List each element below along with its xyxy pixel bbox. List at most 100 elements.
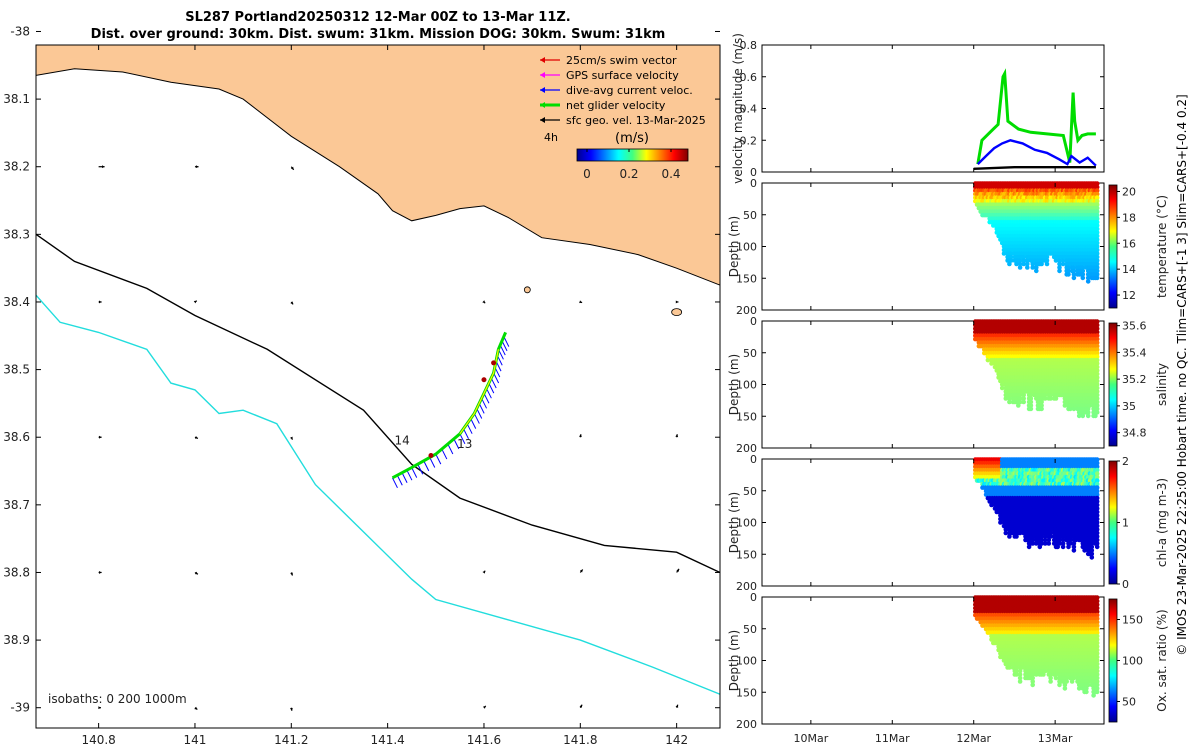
colorbar-tick-label: 16 [1122, 237, 1136, 250]
glider-track [391, 331, 510, 489]
profile-dot [1094, 233, 1100, 239]
profile-dot [1080, 268, 1086, 274]
profile-dot [1044, 254, 1050, 260]
legend-arrowhead [540, 87, 545, 93]
profile-dot [1094, 247, 1100, 253]
geo-vector-head [289, 707, 293, 711]
profile-dot [1089, 555, 1095, 560]
profile-dot [1080, 272, 1086, 277]
map-ytick-label: -38 [10, 24, 30, 38]
speed-colorbar-ticks: 0 0.2 0.4 [583, 149, 681, 181]
profile-dot [1071, 265, 1077, 270]
profile-dot [1080, 275, 1086, 281]
profile-dot [1021, 392, 1026, 398]
geo-vector-head [194, 571, 198, 575]
profile-dot [1094, 230, 1100, 235]
geo-vector-head [579, 300, 583, 304]
profile-dot [1007, 396, 1012, 401]
day-label: 13 [457, 437, 472, 451]
depth-axis-label: Depth (m) [727, 216, 741, 277]
profile-dot [1085, 413, 1091, 419]
geo-vector-head [579, 704, 583, 708]
surfacing-point [428, 452, 434, 458]
profile-dot [1060, 258, 1066, 263]
profile-dot [999, 385, 1005, 391]
geo-vector-head [101, 165, 105, 169]
profile-dot [1094, 265, 1100, 270]
legend-entry: dive-avg current veloc. [566, 84, 693, 97]
surfacing-point [491, 360, 497, 366]
colorbar-tick-label: 35 [1122, 400, 1136, 413]
profile-dot [1046, 541, 1052, 546]
map-title-line1: SL287 Portland20250312 12-Mar 00Z to 13-… [185, 10, 571, 25]
profile-dot [1044, 258, 1050, 263]
geo-vector-head [98, 300, 102, 304]
colorbar-tick-label: 34.8 [1122, 427, 1147, 440]
colorbar-tick-label: 12 [1122, 289, 1136, 302]
legend-arrowhead [540, 117, 545, 123]
profile-dot [1094, 226, 1100, 232]
profile-dots [973, 319, 1100, 419]
current-vector [473, 413, 480, 424]
colorbar-tick-label: 0 [1122, 578, 1129, 591]
speed-colorbar-tick: 0.2 [619, 167, 638, 181]
colorbar-tick-label: 2 [1122, 455, 1129, 468]
profile-dot [1008, 254, 1014, 260]
geo-vector-head [675, 300, 679, 304]
day-labels: 14 13 [394, 434, 472, 451]
isobath-1000m [36, 294, 720, 695]
profile-dot [1003, 396, 1009, 401]
current-vector [453, 438, 460, 450]
depth-tick-label: 150 [736, 272, 757, 285]
depth-tick-label: 0 [750, 177, 757, 190]
map-ytick-label: 38.2 [3, 160, 30, 174]
depth-tick-label: 200 [736, 304, 757, 317]
profile-dot [1016, 403, 1021, 408]
day-label: 14 [394, 434, 409, 448]
geo-vector-head [676, 568, 680, 572]
profile-dot [989, 361, 994, 366]
map-title-line2: Dist. over ground: 30km. Dist. swum: 31k… [91, 27, 666, 42]
profile-dot [1008, 258, 1014, 263]
profile-dot [1014, 261, 1019, 267]
profile-dot [1071, 272, 1077, 277]
profile-dot [1021, 396, 1026, 401]
profile-dot [1057, 268, 1062, 274]
profile-dot [1021, 399, 1026, 405]
profile-dot [1042, 396, 1048, 401]
legend-entry: net glider velocity [566, 99, 666, 112]
geo-vector-head [578, 434, 582, 438]
map-xtick-label: 141 [184, 733, 207, 747]
velocity-panel: 00.20.40.60.8 velocity magnitude (m/s) [731, 33, 1105, 184]
profile-dot [1094, 198, 1100, 204]
colorbar [1108, 460, 1118, 585]
profile-dot [1001, 251, 1007, 256]
profile-dot [1071, 548, 1077, 553]
map-xtick-label: 141.2 [274, 733, 308, 747]
profile-dot [1057, 258, 1062, 263]
map-y-axis: -3838.138.238.338.438.538.638.738.838.9-… [3, 24, 720, 715]
map-frame [35, 44, 721, 729]
current-vector [429, 457, 436, 468]
profile-dot [1085, 275, 1091, 281]
colorbar-label: salinity [1155, 363, 1169, 406]
geo-vector-head [290, 166, 294, 170]
profile-dot [1021, 258, 1026, 263]
profile-dot [1066, 272, 1071, 277]
speed-colorbar-tick: 0.4 [661, 167, 680, 181]
map-xtick-label: 140.8 [81, 733, 115, 747]
profile-dot [1042, 392, 1048, 398]
depth-tick-label: 0 [750, 453, 757, 466]
velocity-ylabel: velocity magnitude (m/s) [731, 33, 745, 184]
profile-dot [1094, 237, 1100, 242]
map-ytick-label: 38.1 [3, 92, 30, 106]
colorbar [1108, 322, 1118, 447]
profile-dot [1094, 212, 1100, 218]
profile-dot [985, 357, 991, 363]
current-vector [435, 453, 442, 465]
profile-dot [1094, 251, 1100, 256]
map-ytick-label: 38.6 [3, 430, 30, 444]
